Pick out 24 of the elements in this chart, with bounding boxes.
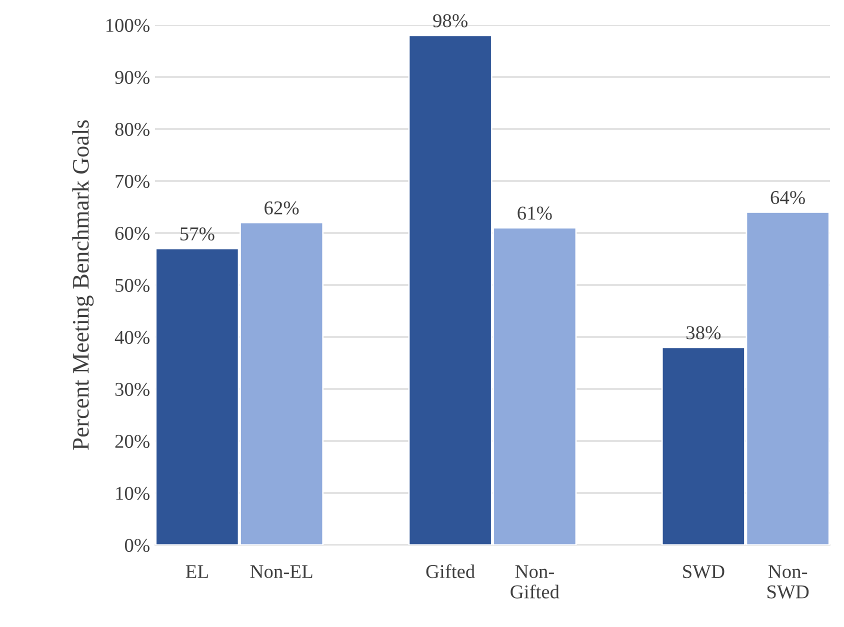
data-label: 61% bbox=[518, 206, 552, 220]
y-tick-label: 40% bbox=[114, 330, 150, 344]
y-tick-label: 100% bbox=[106, 18, 150, 32]
y-tick-label: 90% bbox=[115, 70, 150, 84]
x-tick-label: Non- SWD bbox=[768, 565, 809, 599]
data-label: 98% bbox=[433, 14, 468, 28]
y-tick-label: 0% bbox=[124, 538, 150, 552]
x-tick-label: Non-EL bbox=[250, 565, 312, 578]
y-tick-label: 70% bbox=[116, 174, 150, 188]
y-tick-label: 20% bbox=[115, 434, 150, 448]
y-axis-title: Percent Meeting Benchmark Goals bbox=[72, 120, 94, 450]
y-tick-label: 60% bbox=[115, 226, 150, 240]
y-tick-label: 10% bbox=[116, 486, 150, 500]
data-label: 38% bbox=[686, 326, 721, 340]
y-tick-label: 30% bbox=[115, 382, 150, 396]
x-tick-label: SWD bbox=[683, 565, 724, 578]
data-label: 62% bbox=[264, 201, 299, 215]
data-label: 64% bbox=[770, 190, 805, 204]
x-tick-label: Gifted bbox=[426, 564, 475, 578]
y-tick-label: 80% bbox=[115, 122, 150, 136]
data-label: 57% bbox=[180, 227, 214, 241]
x-tick-label: EL bbox=[186, 565, 208, 578]
y-tick-label: 50% bbox=[116, 278, 150, 292]
x-tick-label: Non- Gifted bbox=[510, 565, 560, 598]
